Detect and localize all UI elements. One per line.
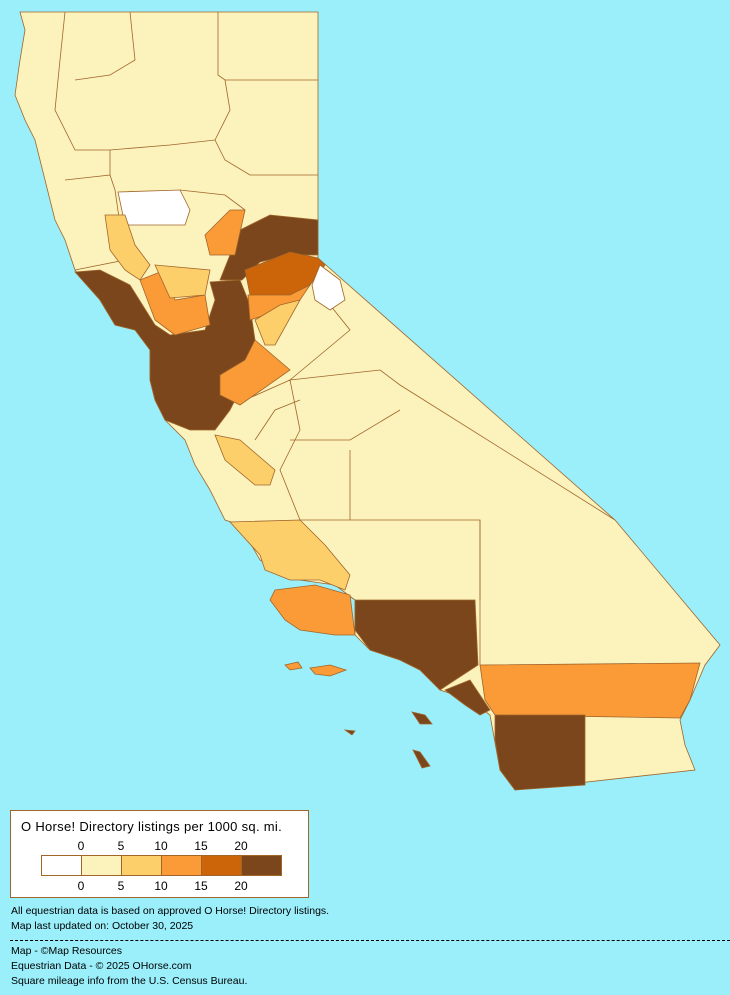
legend-tick: 20 [234,839,248,853]
island [343,729,356,736]
county-boundary [214,79,231,141]
legend-tick: 5 [117,879,125,893]
legend-tick: 5 [117,839,125,853]
county-riverside [479,662,701,719]
county-boundary [290,409,401,441]
county-san-diego [494,714,586,791]
divider [10,940,730,941]
island [284,661,303,671]
county-boundary [179,189,246,211]
california-county-map [14,11,721,791]
county-glenn [117,189,191,226]
legend-bottom-ticks: 0 5 10 15 20 [41,879,321,895]
legend-tick: 0 [77,879,85,893]
county-orange [444,679,491,716]
county-boundary [74,11,136,81]
legend-color-bar [41,855,282,876]
legend-swatch [161,856,201,875]
county-stanislaus [219,339,291,406]
data-credit: Equestrian Data - © 2025 OHorse.com [11,960,192,972]
county-lake [104,214,151,281]
legend-swatch [241,856,281,875]
map-credit: Map - ©Map Resources [11,945,123,957]
island [411,711,433,725]
island [309,664,348,677]
county-boundary [289,369,616,521]
last-updated-note: Map last updated on: October 30, 2025 [11,920,194,932]
legend-tick: 0 [77,839,85,853]
legend-tick: 10 [154,839,168,853]
county-boundary [289,304,351,381]
island [412,749,431,769]
county-nevada [204,209,246,256]
legend-tick: 10 [154,879,168,893]
legend-tick: 15 [194,839,208,853]
census-credit: Square mileage info from the U.S. Census… [11,975,248,987]
credits: Map - ©Map Resources Equestrian Data - ©… [11,944,247,989]
legend-top-ticks: 0 5 10 15 20 [41,839,321,855]
legend-swatch [201,856,241,875]
county-san-benito [214,434,276,486]
county-alpine [311,264,346,311]
legend-tick: 20 [234,879,248,893]
county-boundary [254,399,301,441]
county-ventura [269,584,356,636]
legend-title: O Horse! Directory listings per 1000 sq.… [21,819,283,834]
county-boundary [217,12,318,81]
county-boundary [109,139,318,176]
county-los-angeles [354,599,479,691]
county-calaveras [254,299,301,346]
legend-swatch [81,856,121,875]
county-yolo [154,264,211,299]
data-notes: All equestrian data is based on approved… [11,904,329,934]
legend-swatch [121,856,161,875]
state-outline [14,11,721,791]
county-santa-barbara [229,519,351,591]
legend: O Horse! Directory listings per 1000 sq.… [10,810,309,898]
data-source-note: All equestrian data is based on approved… [11,905,330,917]
legend-tick: 15 [194,879,208,893]
legend-swatch [42,856,81,875]
